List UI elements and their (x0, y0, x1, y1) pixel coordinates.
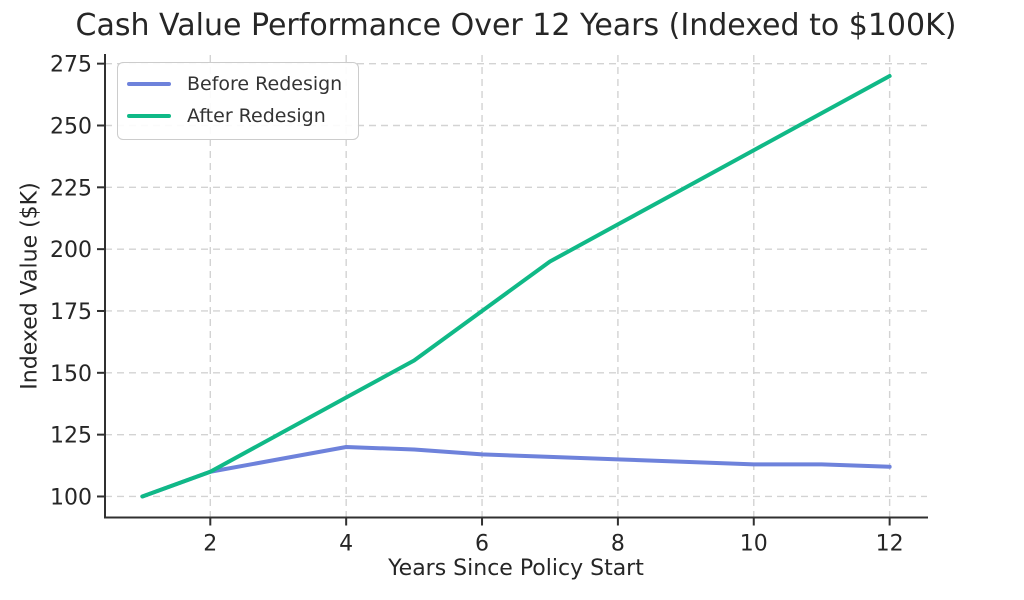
series-line-after-redesign (140, 74, 892, 499)
legend-item-after-redesign: After Redesign (127, 100, 342, 132)
chart-title: Cash Value Performance Over 12 Years (In… (75, 8, 957, 43)
y-tick-label: 100 (50, 485, 92, 510)
y-tick-label: 150 (50, 362, 92, 387)
legend: Before Redesign After Redesign (117, 62, 360, 140)
y-tick-label: 200 (50, 238, 92, 263)
x-tick-label: 12 (876, 532, 904, 557)
y-tick-label: 250 (50, 114, 92, 139)
y-tick-label: 275 (50, 53, 92, 78)
y-axis-label: Indexed Value ($K) (17, 182, 43, 390)
legend-label: After Redesign (187, 105, 326, 127)
legend-label: Before Redesign (187, 73, 343, 95)
x-tick-label: 8 (611, 532, 625, 557)
x-axis-label: Years Since Policy Start (388, 556, 644, 581)
legend-swatch-before-redesign (127, 81, 171, 87)
legend-item-before-redesign: Before Redesign (127, 68, 342, 100)
y-tick-label: 175 (50, 300, 92, 325)
legend-swatch-after-redesign (127, 113, 171, 119)
y-tick-label: 125 (50, 424, 92, 449)
y-tick-label: 225 (50, 176, 92, 201)
x-tick-label: 6 (475, 532, 489, 557)
series-line-before-redesign (140, 445, 892, 499)
x-tick-label: 10 (740, 532, 768, 557)
x-tick-label: 4 (339, 532, 353, 557)
x-tick-label: 2 (203, 532, 217, 557)
